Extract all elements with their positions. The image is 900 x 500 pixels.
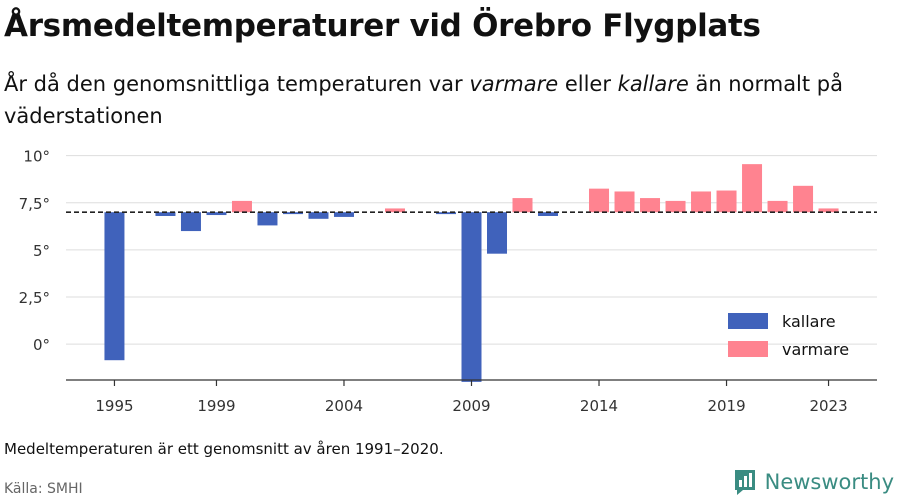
x-tick-label: 2023 (809, 397, 847, 415)
chart-source: Källa: SMHI (4, 481, 83, 497)
bar-2009 (461, 212, 482, 382)
bar-2017 (665, 200, 686, 213)
x-tick-label: 1999 (197, 397, 235, 415)
y-tick-label: 0° (33, 336, 50, 354)
bar-2008 (435, 212, 456, 215)
y-tick-label: 2,5° (19, 289, 50, 307)
legend-label-colder: kallare (782, 312, 836, 331)
bar-1998 (180, 212, 201, 232)
y-tick-label: 7,5° (19, 195, 50, 213)
bar-2018 (691, 191, 712, 213)
bar-2002 (282, 212, 303, 215)
bar-2003 (308, 212, 329, 219)
bar-2006 (384, 208, 405, 213)
x-tick-label: 2019 (707, 397, 745, 415)
bar-2014 (589, 188, 610, 213)
bar-2022 (793, 185, 814, 213)
chart-note: Medeltemperaturen är ett genomsnitt av å… (4, 440, 444, 458)
subtitle-emphasis-warmer: varmare (469, 72, 559, 96)
bar-1995 (104, 212, 125, 361)
y-tick-label: 5° (33, 242, 50, 260)
bar-chart: 0° 2,5° 5° 7,5° 10° 1995 1999 2004 2009 2014 2019 2… (19, 148, 877, 415)
x-tick-label: 2009 (452, 397, 490, 415)
bar-2015 (614, 191, 635, 213)
chart-title: Årsmedeltemperaturer vid Örebro Flygplat… (4, 8, 761, 44)
legend-label-warmer: varmare (782, 340, 849, 359)
legend-swatch-warmer (728, 341, 768, 357)
bar-1997 (155, 212, 176, 216)
y-tick-label: 10° (23, 148, 50, 166)
bar-2011 (512, 198, 533, 213)
newsworthy-icon (734, 470, 755, 495)
bar-2019 (716, 190, 737, 213)
x-tick-label: 1995 (95, 397, 133, 415)
subtitle-text-2: eller (558, 72, 618, 96)
subtitle-text-3: än normalt på väderstationen (4, 72, 843, 128)
bar-1999 (206, 212, 227, 216)
bar-2021 (767, 200, 788, 213)
bar-2010 (487, 212, 508, 254)
bar-2000 (231, 200, 252, 213)
x-tick-label: 2004 (325, 397, 363, 415)
subtitle-emphasis-colder: kallare (617, 72, 689, 96)
bar-2004 (333, 212, 354, 217)
brand-name: Newsworthy (764, 470, 894, 494)
x-tick-label: 2014 (580, 397, 618, 415)
bar-2016 (640, 198, 661, 213)
subtitle-text-1: År då den genomsnittliga temperaturen va… (4, 72, 470, 96)
bar-2012 (538, 212, 559, 216)
bar-2020 (742, 164, 763, 213)
bar-2001 (257, 212, 278, 226)
chart-subtitle: År då den genomsnittliga temperaturen va… (4, 68, 884, 132)
legend-swatch-colder (728, 313, 768, 329)
bar-2023 (818, 208, 839, 213)
brand-logo: Newsworthy (733, 468, 894, 496)
